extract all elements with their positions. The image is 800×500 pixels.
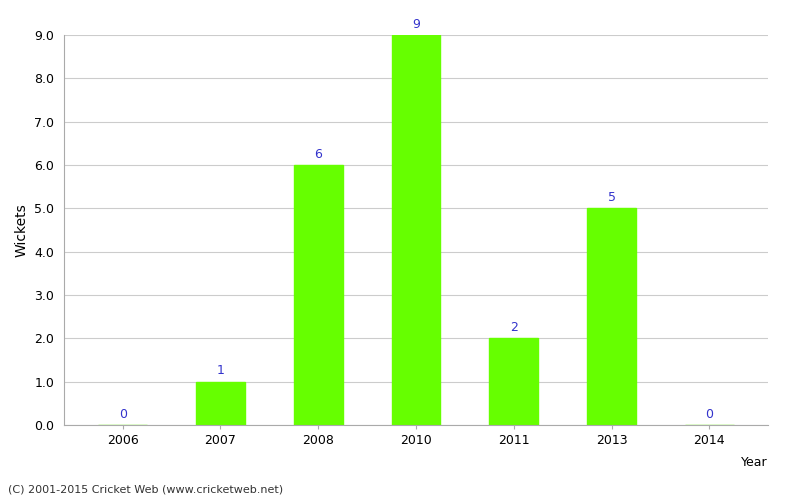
Text: 1: 1 [217,364,224,378]
Text: 0: 0 [118,408,126,420]
Text: Year: Year [742,456,768,469]
Bar [196,382,245,425]
Y-axis label: Wickets: Wickets [14,203,29,257]
Text: 2: 2 [510,321,518,334]
Text: 0: 0 [706,408,714,420]
Text: (C) 2001-2015 Cricket Web (www.cricketweb.net): (C) 2001-2015 Cricket Web (www.cricketwe… [8,485,283,495]
Bar [294,165,342,425]
Bar [391,35,441,425]
Bar [490,338,538,425]
Text: 6: 6 [314,148,322,160]
Text: 5: 5 [607,191,615,204]
Bar [587,208,636,425]
Text: 9: 9 [412,18,420,30]
